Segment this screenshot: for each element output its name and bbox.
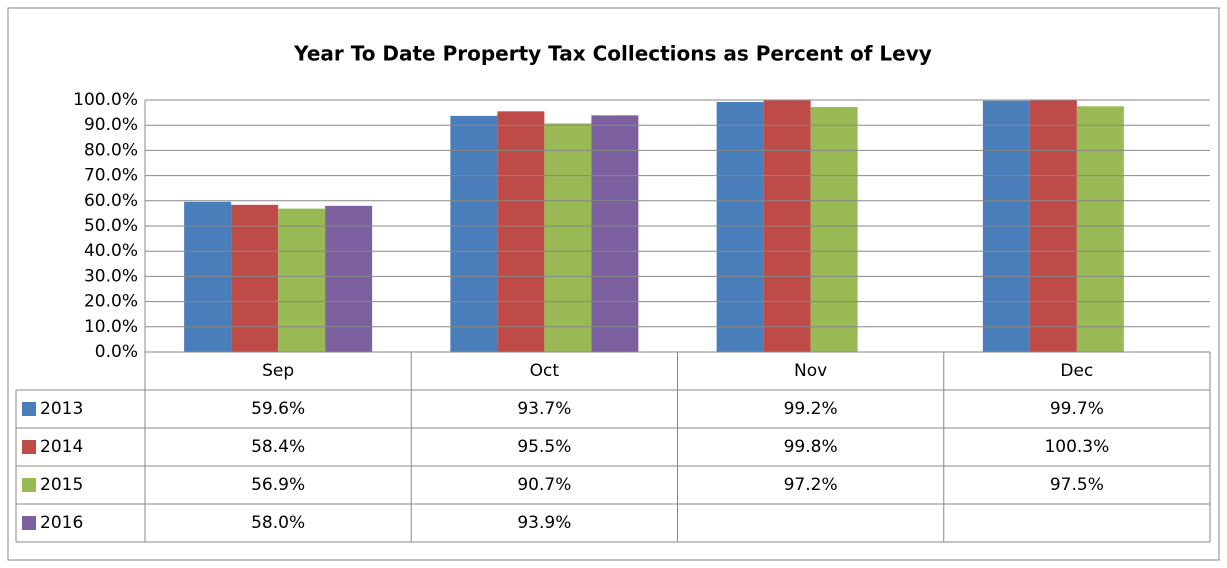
table-value: 93.7% <box>517 399 571 419</box>
bar <box>544 123 592 352</box>
y-tick-label: 100.0% <box>73 90 138 110</box>
x-tick-label: Nov <box>794 361 827 381</box>
bar <box>716 102 764 352</box>
table-value: 93.9% <box>517 513 571 533</box>
table-value: 99.8% <box>784 437 838 457</box>
y-tick-label: 40.0% <box>84 241 138 261</box>
y-tick-label: 30.0% <box>84 266 138 286</box>
bar <box>591 115 639 352</box>
bar <box>497 111 545 352</box>
table-value: 58.0% <box>251 513 305 533</box>
y-tick-label: 0.0% <box>95 342 138 362</box>
y-tick-label: 50.0% <box>84 216 138 236</box>
y-tick-label: 80.0% <box>84 140 138 160</box>
legend-label: 2014 <box>40 437 83 457</box>
table-value: 56.9% <box>251 475 305 495</box>
y-tick-label: 60.0% <box>84 191 138 211</box>
legend-key <box>22 478 36 492</box>
bar <box>231 204 279 352</box>
table-value: 90.7% <box>517 475 571 495</box>
table-value: 95.5% <box>517 437 571 457</box>
y-tick-label: 70.0% <box>84 166 138 186</box>
legend-label: 2015 <box>40 475 83 495</box>
x-tick-label: Oct <box>530 361 560 381</box>
table-value: 100.3% <box>1044 437 1109 457</box>
legend-key <box>22 440 36 454</box>
bar <box>450 115 498 352</box>
legend-key <box>22 402 36 416</box>
legend-label: 2016 <box>40 513 83 533</box>
bar <box>278 208 326 352</box>
y-tick-label: 10.0% <box>84 317 138 337</box>
legend-label: 2013 <box>40 399 83 419</box>
table-value: 99.2% <box>784 399 838 419</box>
x-tick-label: Dec <box>1060 361 1093 381</box>
table-value: 97.5% <box>1050 475 1104 495</box>
y-tick-label: 20.0% <box>84 292 138 312</box>
table-value: 97.2% <box>784 475 838 495</box>
table-value: 58.4% <box>251 437 305 457</box>
bar <box>810 107 858 352</box>
table-value: 99.7% <box>1050 399 1104 419</box>
x-tick-label: Sep <box>262 361 294 381</box>
y-tick-label: 90.0% <box>84 115 138 135</box>
bar <box>184 201 232 352</box>
chart-title: Year To Date Property Tax Collections as… <box>293 42 932 66</box>
table-value: 59.6% <box>251 399 305 419</box>
bar <box>1076 106 1124 352</box>
legend-key <box>22 516 36 530</box>
bar <box>325 205 373 352</box>
